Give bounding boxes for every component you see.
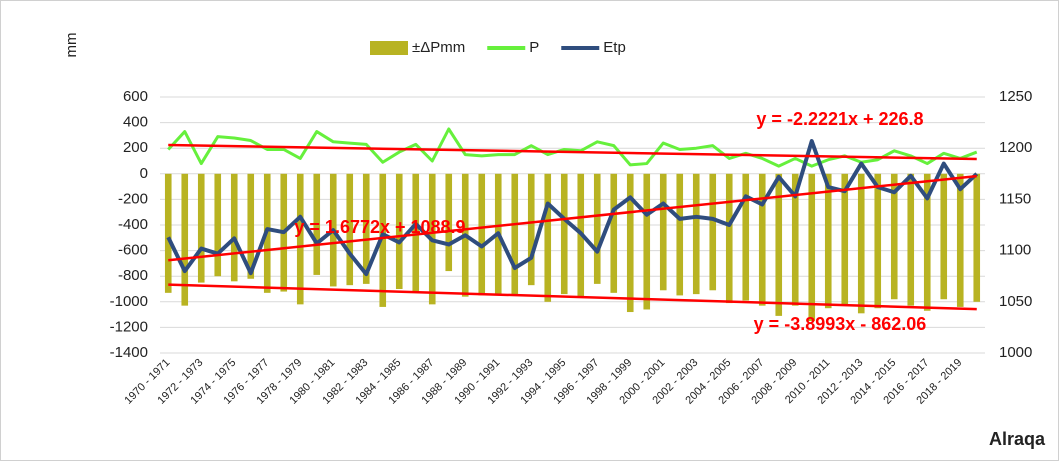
bar — [478, 173, 486, 296]
bar — [659, 173, 667, 291]
bar — [973, 173, 981, 302]
bar — [610, 173, 618, 293]
bar — [593, 173, 601, 284]
bar — [445, 173, 453, 272]
legend-swatch — [370, 41, 408, 55]
bar — [742, 173, 750, 301]
bar — [247, 173, 255, 279]
bar — [362, 173, 370, 284]
trendline — [168, 174, 977, 262]
bar — [313, 173, 321, 275]
y2-tick-label: 1000 — [999, 344, 1032, 361]
bar — [214, 173, 222, 277]
trendline — [168, 283, 977, 311]
bar — [775, 173, 783, 316]
bar — [230, 173, 238, 282]
bar — [758, 173, 766, 306]
y-tick-label: -1400 — [110, 344, 148, 361]
bar — [181, 173, 189, 306]
bar — [164, 173, 172, 293]
y2-tick-label: 1200 — [999, 139, 1032, 156]
y-tick-label: 200 — [123, 139, 148, 156]
bar — [940, 173, 948, 300]
y-tick-label: -400 — [118, 216, 148, 233]
annotation: Alraqa — [989, 429, 1046, 449]
axis-label: mm — [63, 33, 80, 58]
bar — [643, 173, 651, 310]
trendline-label: y = 1.6772x + 1088.9 — [294, 217, 465, 237]
bar — [395, 173, 403, 289]
bar — [676, 173, 684, 296]
legend-label: P — [529, 39, 539, 56]
legend-label: Etp — [603, 39, 626, 56]
y-tick-label: -1000 — [110, 293, 148, 310]
bar — [907, 173, 915, 306]
y2-tick-label: 1100 — [999, 242, 1031, 259]
bar — [824, 173, 832, 309]
bar — [709, 173, 717, 291]
bar — [511, 173, 519, 296]
bar — [725, 173, 733, 304]
y2-tick-label: 1050 — [999, 293, 1032, 310]
bar — [296, 173, 304, 305]
legend-label: ±ΔPmm — [412, 39, 465, 56]
bar — [890, 173, 898, 300]
trendline — [168, 143, 977, 161]
bar — [346, 173, 354, 286]
y-tick-label: -200 — [118, 190, 148, 207]
y-tick-label: 400 — [123, 114, 148, 131]
bar — [923, 173, 931, 311]
y-tick-label: -600 — [118, 242, 148, 259]
bar — [956, 173, 964, 307]
bar — [857, 173, 865, 314]
bar — [791, 173, 799, 306]
trendline-label: y = -2.2221x + 226.8 — [756, 109, 923, 129]
bar — [379, 173, 387, 307]
bar — [527, 173, 535, 286]
bar — [544, 173, 552, 302]
y-tick-label: 600 — [123, 88, 148, 105]
y2-tick-label: 1150 — [999, 190, 1031, 207]
bar — [808, 173, 816, 321]
trendline-label: y = -3.8993x - 862.06 — [754, 314, 927, 334]
bar — [874, 173, 882, 309]
bar — [197, 173, 205, 283]
y2-tick-label: 1250 — [999, 88, 1032, 105]
bar — [626, 173, 634, 313]
y-tick-label: -800 — [118, 267, 148, 284]
y-tick-label: 0 — [140, 165, 148, 182]
bar — [692, 173, 700, 295]
bar — [560, 173, 568, 295]
y-tick-label: -1200 — [110, 318, 148, 335]
bar — [841, 173, 849, 305]
